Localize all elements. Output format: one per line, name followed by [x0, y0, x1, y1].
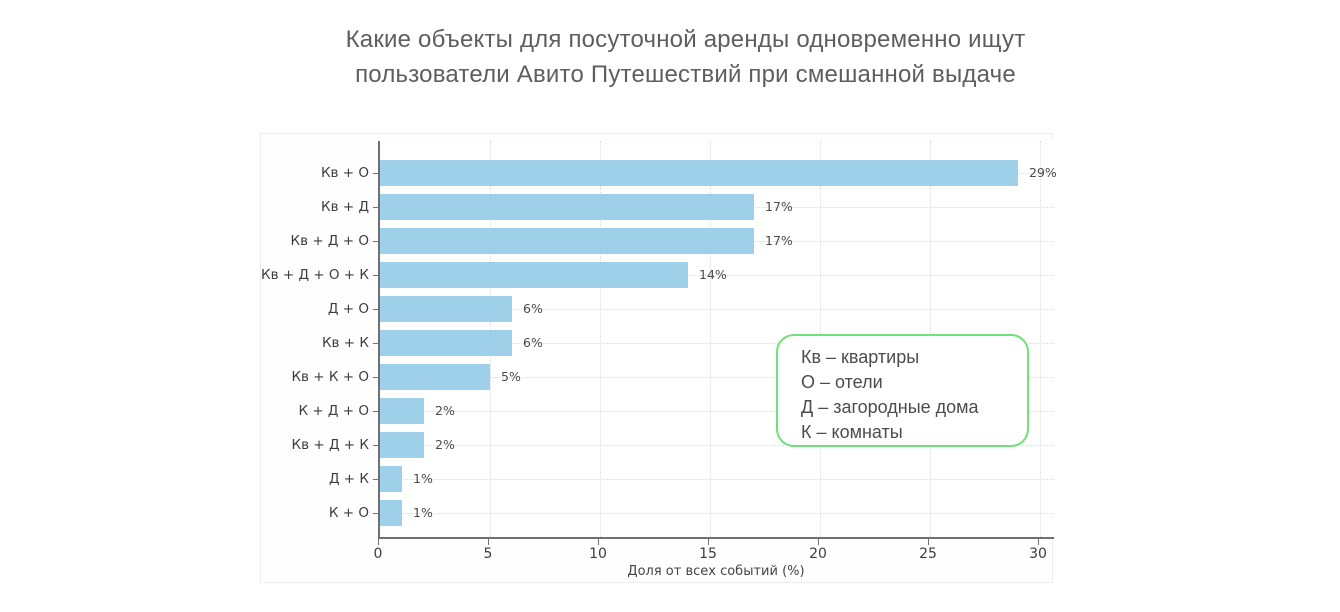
y-tick-mark [373, 309, 378, 310]
y-tick-mark [373, 207, 378, 208]
x-tick-label: 10 [589, 546, 607, 562]
bar [380, 466, 402, 492]
y-axis-label: Д + К [328, 471, 369, 487]
bar-value-label: 6% [523, 335, 543, 350]
x-tick-mark [598, 539, 599, 545]
chart-title-line-2: пользователи Авито Путешествий при смеша… [355, 61, 1016, 88]
y-axis-label: Кв + К + О [291, 369, 369, 385]
y-tick-mark [373, 479, 378, 480]
chart-title-line-1: Какие объекты для посуточной аренды одно… [345, 26, 1026, 53]
y-axis-label: Д + О [327, 301, 369, 317]
x-tick-label: 25 [919, 546, 937, 562]
bar-value-label: 14% [699, 267, 727, 282]
x-tick-mark [488, 539, 489, 545]
x-gridline [710, 141, 711, 537]
legend-item: О – отели [801, 372, 883, 392]
y-axis-label: Кв + Д + О [290, 233, 369, 249]
bar-value-label: 17% [765, 233, 793, 248]
x-tick-mark [818, 539, 819, 545]
x-tick-label: 20 [809, 546, 827, 562]
legend-item: К – комнаты [801, 422, 903, 442]
y-tick-mark [373, 241, 378, 242]
x-tick-mark [708, 539, 709, 545]
y-tick-mark [373, 377, 378, 378]
y-gridline [380, 445, 1054, 446]
y-gridline [380, 411, 1054, 412]
x-tick-label: 30 [1029, 546, 1047, 562]
bar-value-label: 6% [523, 301, 543, 316]
y-axis-label: Кв + Д + О + К [261, 267, 369, 283]
x-gridline [1040, 141, 1041, 537]
bar [380, 500, 402, 526]
x-axis-title: Доля от всех событий (%) [627, 564, 805, 579]
bar [380, 330, 512, 356]
chart-figure: 29% 17% 17% 14% 6% 6% 5% 2% 2% 1% 1% 0 5 10 15 20 25 30 К… [260, 133, 1057, 583]
bar-value-label: 1% [413, 471, 433, 486]
x-tick-mark [928, 539, 929, 545]
y-axis-label: К + О [328, 505, 369, 521]
bar-value-label: 5% [501, 369, 521, 384]
x-tick-mark [378, 539, 379, 545]
legend-item: Д – загородные дома [801, 397, 979, 417]
y-tick-mark [373, 513, 378, 514]
y-tick-mark [373, 343, 378, 344]
y-gridline [380, 343, 1054, 344]
bar-value-label: 29% [1029, 165, 1057, 180]
x-tick-mark [1038, 539, 1039, 545]
x-tick-label: 0 [373, 546, 383, 562]
bar-value-label: 1% [413, 505, 433, 520]
bar [380, 296, 512, 322]
y-axis-label: Кв + Д + К [291, 437, 369, 453]
bar [380, 160, 1018, 186]
y-tick-mark [373, 445, 378, 446]
x-tick-label: 5 [483, 546, 493, 562]
y-tick-mark [373, 411, 378, 412]
y-gridline [380, 479, 1054, 480]
bar [380, 194, 754, 220]
y-axis-label: Кв + Д [321, 199, 369, 215]
x-gridline [600, 141, 601, 537]
chart-title: Какие объекты для посуточной аренды одно… [228, 22, 1143, 92]
bar-value-label: 2% [435, 437, 455, 452]
y-gridline [380, 377, 1054, 378]
bar [380, 228, 754, 254]
y-gridline [380, 275, 1054, 276]
bar [380, 432, 424, 458]
y-tick-mark [373, 275, 378, 276]
x-tick-label: 15 [699, 546, 717, 562]
legend-box: Кв – квартиры О – отели Д – загородные дом… [776, 334, 1029, 447]
bar [380, 364, 490, 390]
bar [380, 262, 688, 288]
bar-value-label: 2% [435, 403, 455, 418]
y-gridline [380, 309, 1054, 310]
y-gridline [380, 513, 1054, 514]
bar [380, 398, 424, 424]
bar-value-label: 17% [765, 199, 793, 214]
y-axis-label: К + Д + О [298, 403, 369, 419]
y-axis-label: Кв + К [321, 335, 369, 351]
legend-item: Кв – квартиры [801, 347, 920, 367]
y-tick-mark [373, 173, 378, 174]
y-axis-label: Кв + О [320, 165, 369, 181]
